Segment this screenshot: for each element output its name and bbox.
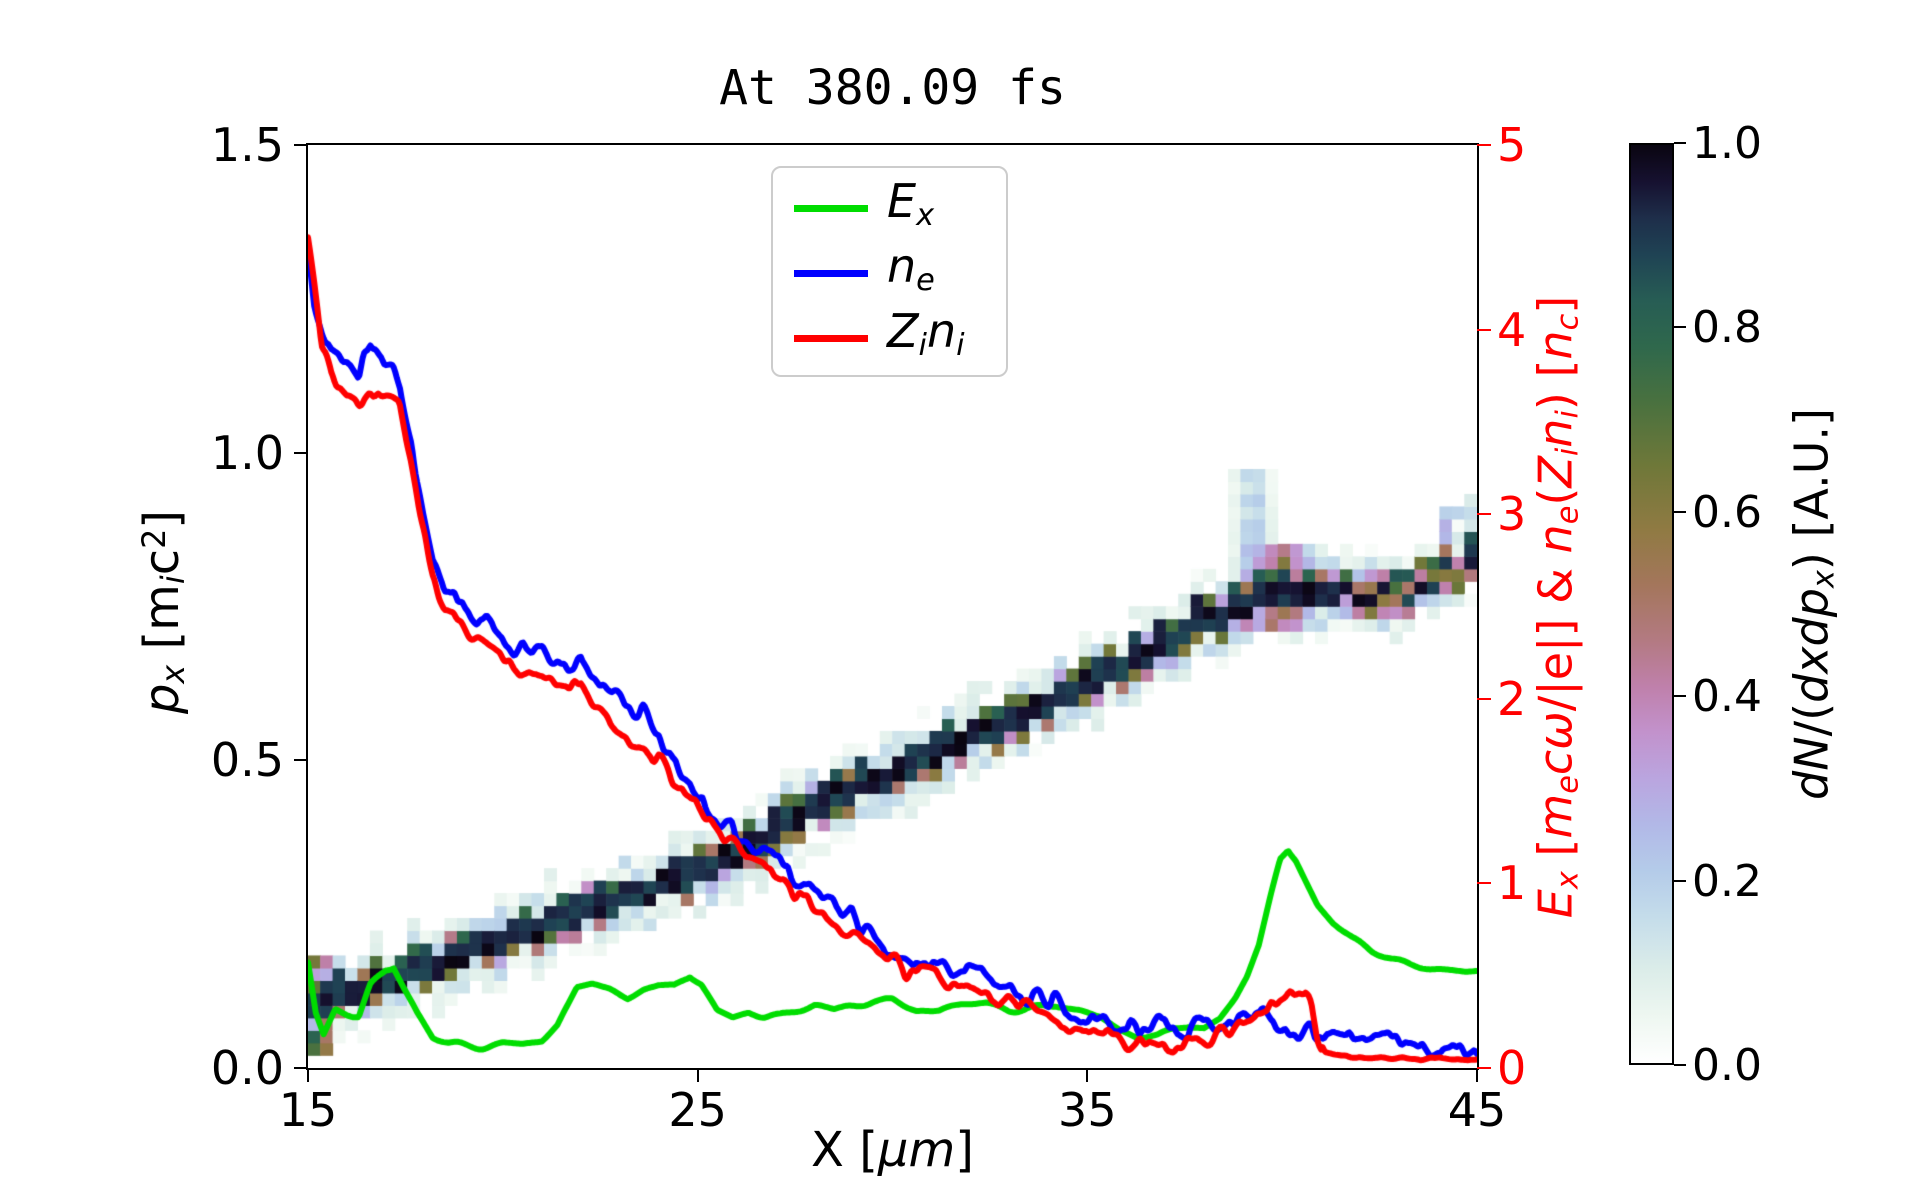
y-right-tick xyxy=(1477,697,1491,700)
y-right-tick-label: 0 xyxy=(1497,1041,1527,1095)
y-left-tick xyxy=(294,759,308,762)
y-right-tick xyxy=(1477,513,1491,516)
legend-entry: Ex xyxy=(773,176,1006,241)
plot-title: At 380.09 fs xyxy=(719,60,1066,116)
y-right-tick-label: 2 xyxy=(1497,671,1527,726)
y-right-tick-label: 4 xyxy=(1497,302,1527,357)
y-left-tick xyxy=(294,144,308,146)
colorbar-tick xyxy=(1674,142,1686,144)
x-tick xyxy=(696,1068,699,1082)
legend-line-sample xyxy=(794,270,868,277)
colorbar-tick xyxy=(1674,326,1686,329)
legend-label: Zini xyxy=(887,304,965,363)
legend: Ex ne Zini xyxy=(771,166,1008,377)
colorbar-tick-label: 0.0 xyxy=(1692,1040,1762,1091)
y-right-axis-label: Ex [mecω/|e|] & ne(Zini) [nc] xyxy=(1528,295,1586,919)
legend-label: ne xyxy=(887,239,935,298)
colorbar-label: dN/(dxdpx) [A.U.] xyxy=(1784,408,1842,800)
x-tick xyxy=(307,1068,309,1082)
y-right-tick xyxy=(1477,882,1491,885)
colorbar-tick-label: 0.4 xyxy=(1692,671,1762,723)
colorbar xyxy=(1629,143,1674,1065)
y-left-axis-label: px [mic2] xyxy=(134,509,192,715)
colorbar-tick-label: 0.8 xyxy=(1692,302,1762,354)
legend-entry: ne xyxy=(773,241,1006,306)
x-tick xyxy=(1476,1068,1478,1082)
legend-label: Ex xyxy=(887,174,935,233)
x-tick xyxy=(1086,1068,1089,1082)
y-right-tick-label: 3 xyxy=(1497,487,1527,542)
y-right-tick xyxy=(1477,144,1491,146)
colorbar-tick xyxy=(1674,1064,1686,1066)
y-right-tick-label: 5 xyxy=(1497,118,1527,172)
y-left-tick-label: 1.0 xyxy=(210,425,284,480)
colorbar-tick xyxy=(1674,879,1686,882)
y-right-tick xyxy=(1477,328,1491,331)
colorbar-tick-label: 0.2 xyxy=(1692,855,1762,907)
x-tick-label: 15 xyxy=(278,1083,338,1137)
legend-entry: Zini xyxy=(773,306,1006,371)
x-axis-label: X [μm] xyxy=(811,1122,974,1178)
colorbar-tick xyxy=(1674,695,1686,698)
y-left-tick xyxy=(294,451,308,454)
y-left-tick xyxy=(294,1067,308,1069)
y-right-tick xyxy=(1477,1067,1491,1069)
colorbar-tick-label: 1.0 xyxy=(1692,118,1762,169)
y-left-tick-label: 1.5 xyxy=(210,118,284,172)
legend-line-sample xyxy=(794,205,868,212)
x-tick-label: 25 xyxy=(668,1083,727,1137)
x-tick-label: 45 xyxy=(1447,1083,1507,1137)
colorbar-tick-label: 0.6 xyxy=(1692,486,1762,538)
y-left-tick-label: 0.0 xyxy=(210,1041,284,1095)
y-right-tick-label: 1 xyxy=(1497,856,1527,911)
x-tick-label: 35 xyxy=(1058,1083,1117,1137)
colorbar-tick xyxy=(1674,510,1686,513)
y-left-tick-label: 0.5 xyxy=(210,733,284,788)
legend-line-sample xyxy=(794,335,868,342)
